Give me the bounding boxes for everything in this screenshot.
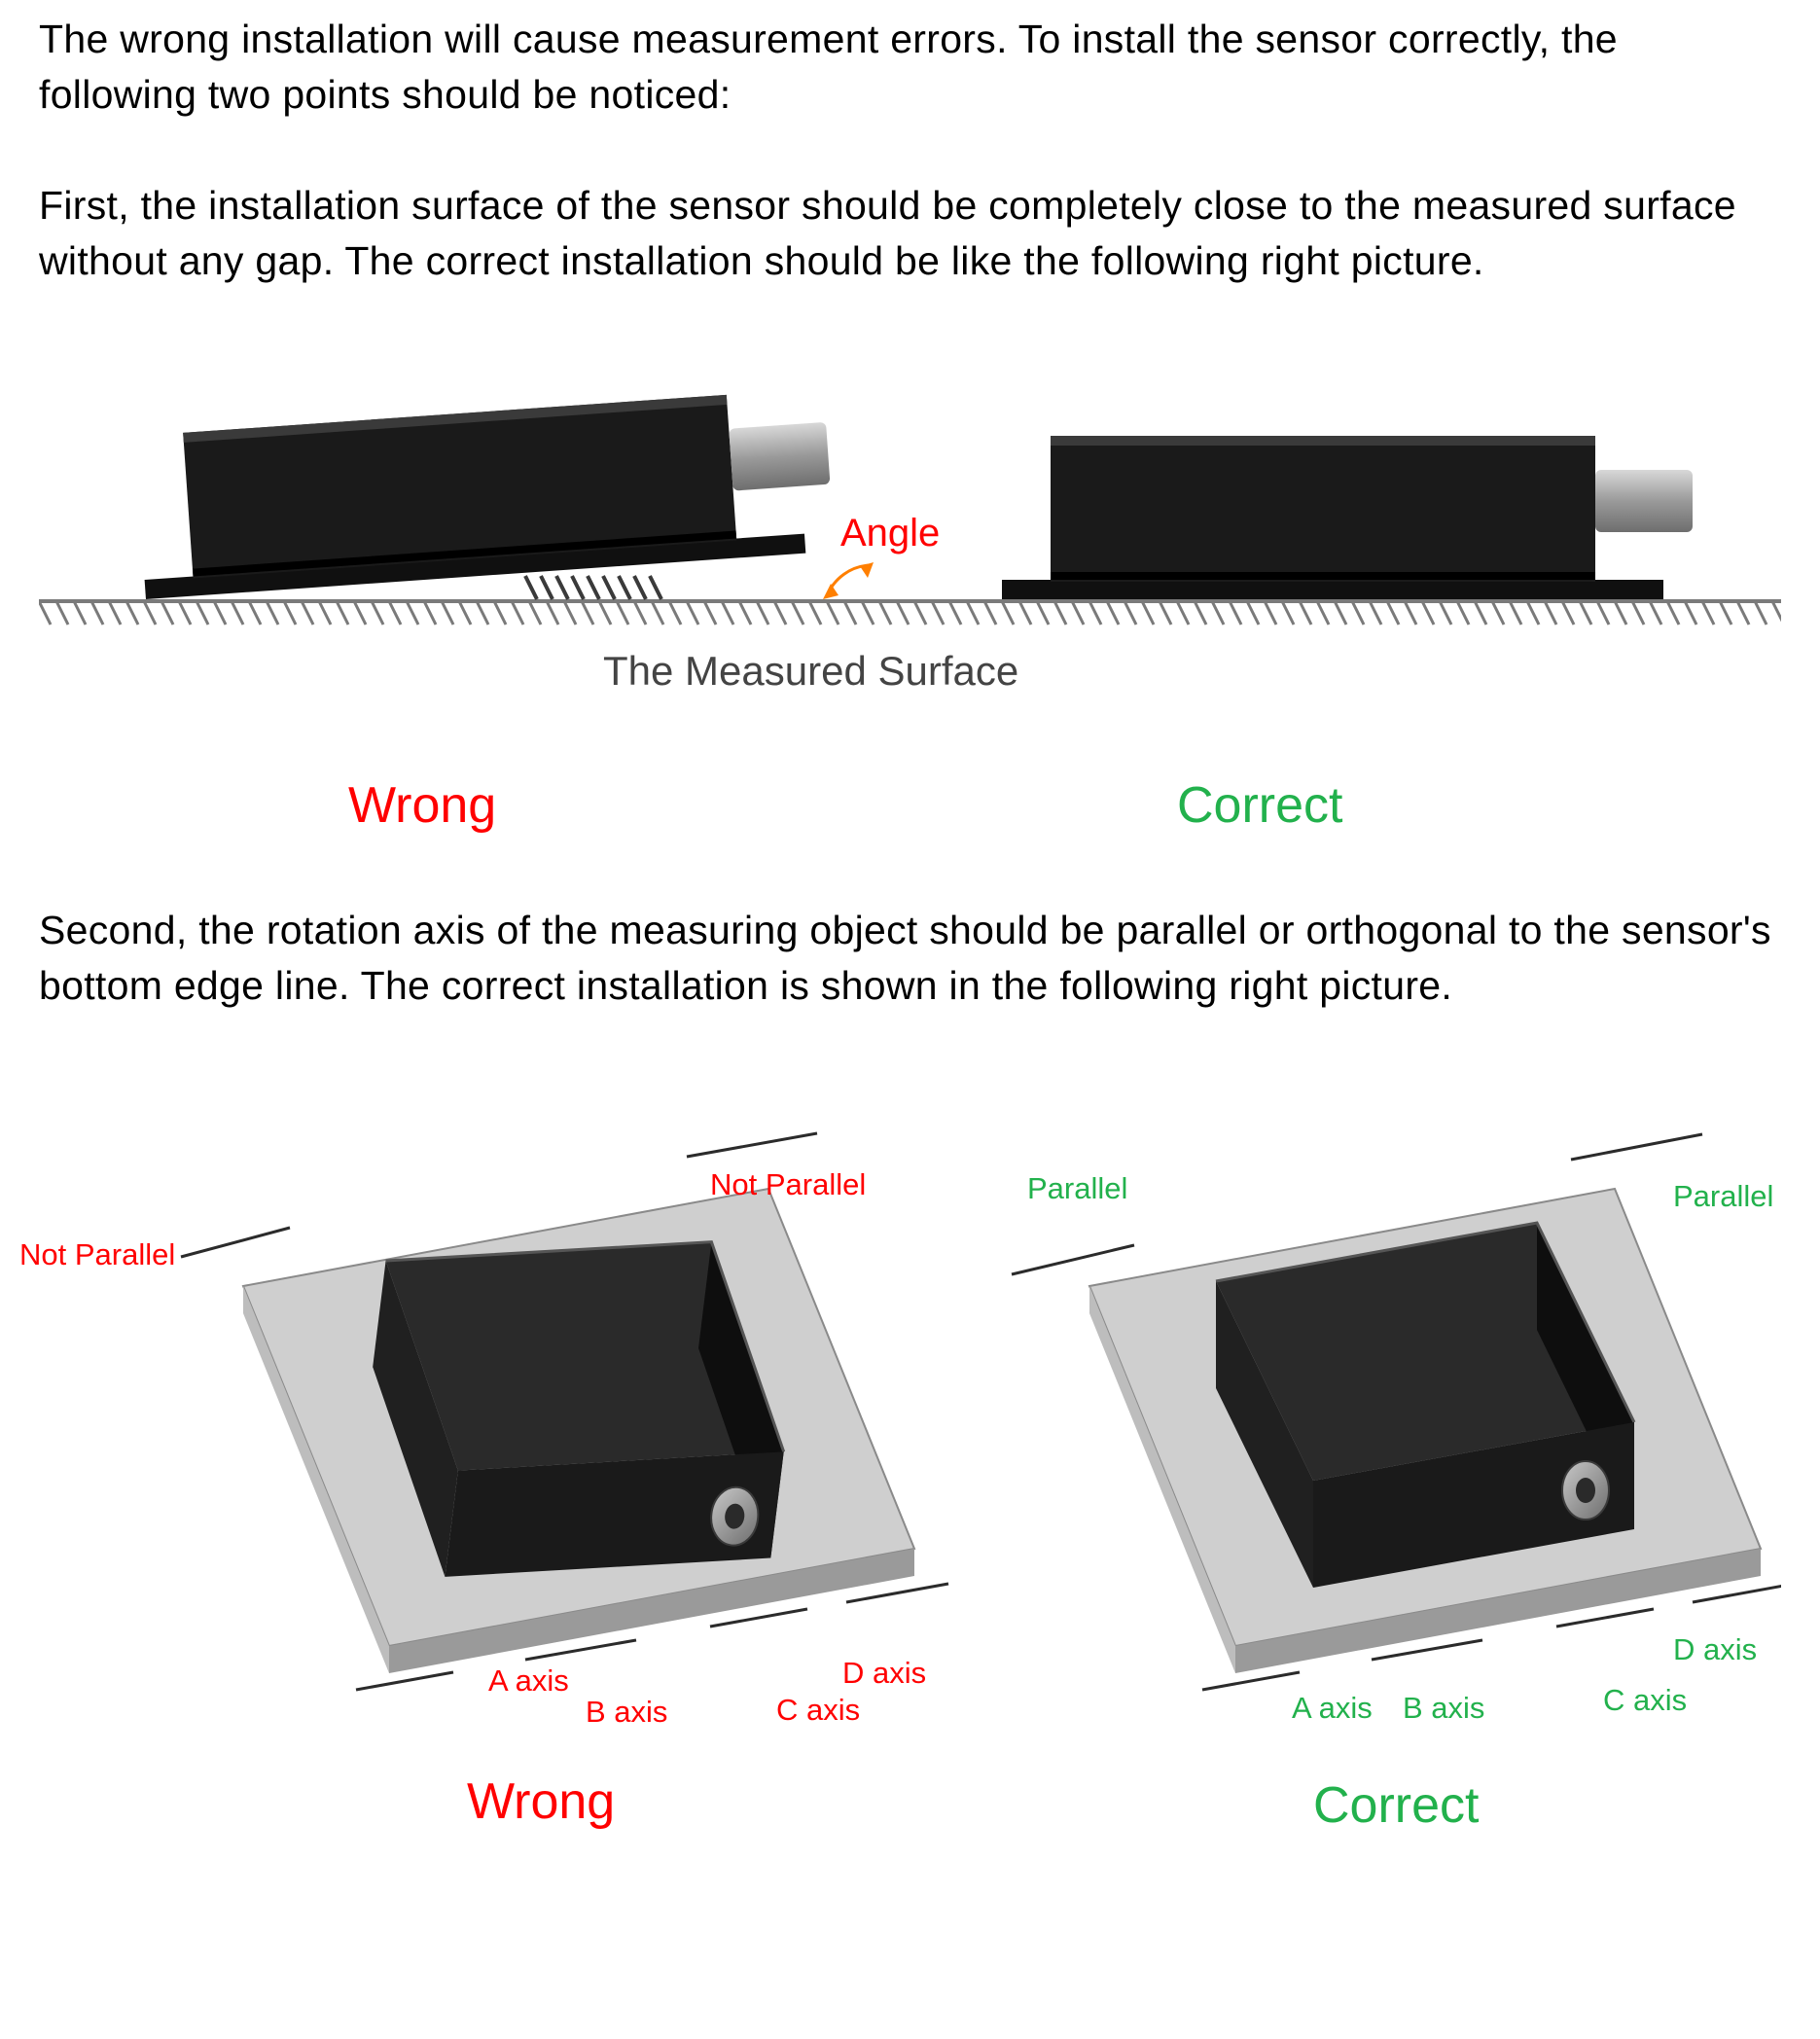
correct-b-axis: B axis xyxy=(1403,1691,1484,1726)
wrong-d-axis: D axis xyxy=(842,1656,926,1691)
correct-parallel-left: Parallel xyxy=(1027,1171,1127,1206)
wrong-label-1: Wrong xyxy=(348,776,496,835)
paragraph-2: First, the installation surface of the s… xyxy=(39,178,1781,290)
wrong-a-axis: A axis xyxy=(488,1663,569,1699)
page: The wrong installation will cause measur… xyxy=(0,0,1820,2039)
paragraph-3: Second, the rotation axis of the measuri… xyxy=(39,903,1781,1015)
diagram-iso-view: Not Parallel Not Parallel A axis B axis … xyxy=(39,1130,1781,1870)
correct-label-2: Correct xyxy=(1313,1776,1479,1835)
wrong-c-axis: C axis xyxy=(776,1693,860,1728)
correct-a-axis: A axis xyxy=(1292,1691,1373,1726)
iso-view-svg xyxy=(39,1130,1781,1831)
correct-c-axis: C axis xyxy=(1603,1683,1687,1718)
wrong-not-parallel-right: Not Parallel xyxy=(710,1167,866,1202)
diagram-side-view: Angle The Measured Surface Wrong Correct xyxy=(39,377,1781,883)
correct-d-axis: D axis xyxy=(1673,1632,1757,1667)
wrong-not-parallel-left: Not Parallel xyxy=(19,1237,175,1272)
measured-surface-label: The Measured Surface xyxy=(603,648,1018,695)
correct-parallel-right: Parallel xyxy=(1673,1179,1773,1214)
paragraph-1: The wrong installation will cause measur… xyxy=(39,0,1781,124)
correct-label-1: Correct xyxy=(1177,776,1342,835)
angle-label: Angle xyxy=(840,512,940,555)
wrong-label-2: Wrong xyxy=(467,1772,615,1831)
wrong-b-axis: B axis xyxy=(586,1695,667,1730)
